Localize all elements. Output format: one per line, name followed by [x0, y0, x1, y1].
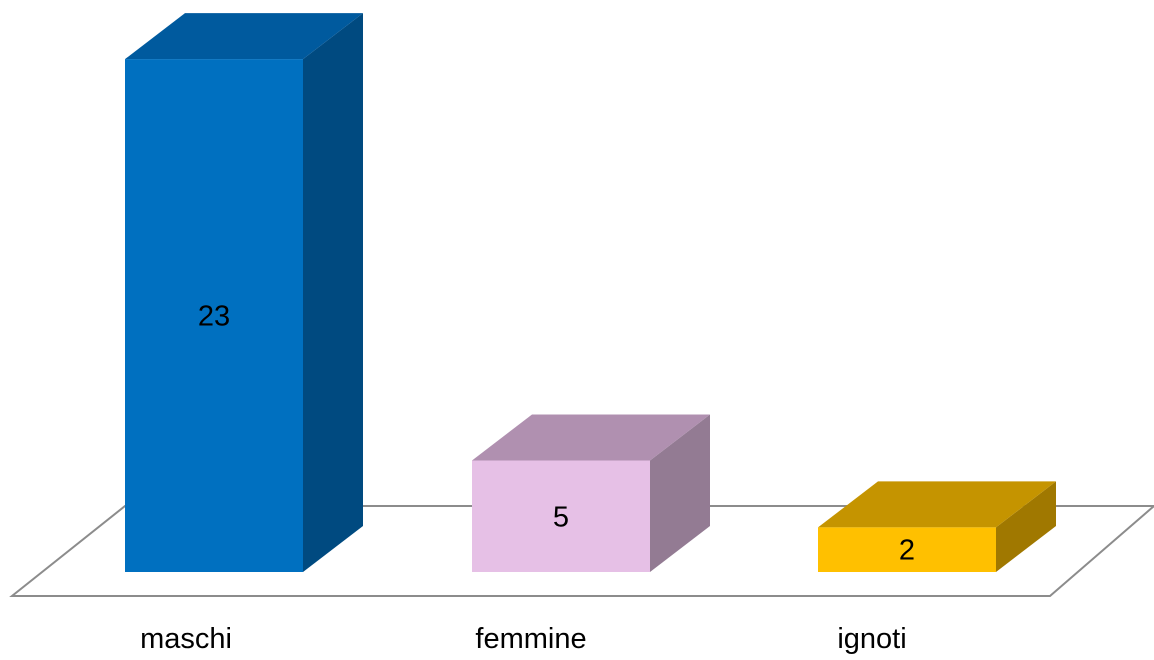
bar-top-face [125, 13, 363, 60]
bar-side-face [996, 481, 1056, 572]
bar-top-face [818, 481, 1056, 528]
category-labels: maschi femmine ignoti [140, 623, 907, 655]
bar-top-face [472, 414, 710, 461]
bar-maschi: 23 [125, 13, 363, 573]
bar-side-face [650, 414, 710, 572]
bar-side-face [303, 13, 363, 573]
category-label: maschi [140, 623, 232, 655]
bar-front-face [472, 460, 650, 572]
data-label: 23 [198, 301, 230, 333]
floor-plane [9, 505, 1154, 597]
bar-femmine: 5 [472, 414, 710, 572]
bar-ignoti: 2 [818, 481, 1056, 572]
chart-floor [9, 505, 1154, 597]
bar-front-face [818, 527, 996, 572]
category-label: femmine [475, 623, 586, 655]
data-label: 5 [553, 501, 569, 533]
category-label: ignoti [837, 623, 906, 655]
bar-front-face [125, 59, 303, 573]
data-label: 2 [899, 535, 915, 567]
bars: 23 5 2 [125, 13, 1056, 573]
